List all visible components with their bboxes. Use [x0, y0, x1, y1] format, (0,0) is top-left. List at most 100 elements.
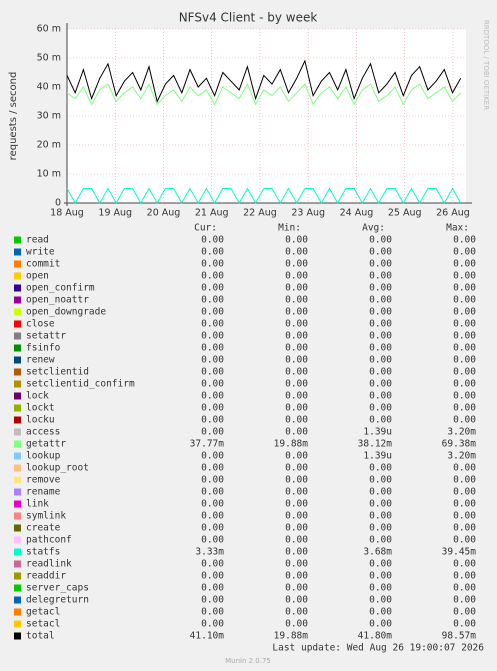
legend-value: 0.00: [369, 271, 392, 282]
legend-swatch: [14, 308, 21, 316]
legend-swatch: [14, 464, 21, 472]
legend-value: 0.00: [453, 415, 476, 426]
legend-value: 0.00: [201, 379, 224, 390]
legend-value: 3.68m: [363, 547, 392, 558]
legend-value: 0.00: [285, 619, 308, 630]
legend-value: 0.00: [285, 415, 308, 426]
legend-name: total: [26, 631, 55, 642]
legend-name: open_confirm: [26, 283, 95, 294]
legend-value: 0.00: [369, 595, 392, 606]
legend-name: lookup: [26, 451, 61, 462]
legend-swatch: [14, 368, 21, 376]
legend-name: commit: [26, 259, 60, 270]
x-tick-label: 23 Aug: [291, 208, 325, 219]
legend-swatch: [14, 236, 21, 244]
x-tick-label: 20 Aug: [147, 208, 181, 219]
legend-value: 0.00: [453, 403, 476, 414]
legend-name: statfs: [26, 547, 60, 558]
y-axis-label: requests / second: [8, 72, 19, 161]
legend-swatch: [14, 584, 21, 592]
legend-value: 0.00: [201, 355, 224, 366]
legend-swatch: [14, 572, 21, 580]
legend-value: 0.00: [453, 619, 476, 630]
legend-value: 0.00: [201, 499, 224, 510]
legend-swatch: [14, 524, 21, 532]
x-tick-label: 22 Aug: [243, 208, 277, 219]
legend-value: 0.00: [453, 499, 476, 510]
x-tick-label: 25 Aug: [388, 208, 422, 219]
legend-header: Avg:: [362, 223, 385, 234]
legend-value: 1.39u: [363, 451, 392, 462]
legend-name: close: [26, 319, 55, 330]
legend-value: 0.00: [201, 331, 224, 342]
legend-value: 0.00: [453, 487, 476, 498]
legend-name: lock: [26, 391, 49, 402]
legend-value: 0.00: [285, 523, 308, 534]
legend-value: 0.00: [201, 259, 224, 270]
legend-value: 0.00: [453, 559, 476, 570]
legend-name: fsinfo: [26, 343, 61, 354]
legend-value: 0.00: [285, 319, 308, 330]
legend-value: 69.38m: [442, 439, 477, 450]
legend-value: 0.00: [369, 571, 392, 582]
legend-swatch: [14, 452, 21, 460]
legend-value: 0.00: [285, 499, 308, 510]
legend-swatch: [14, 488, 21, 496]
y-tick-label: 10 m: [37, 169, 61, 180]
x-tick-label: 26 Aug: [436, 208, 470, 219]
legend-value: 0.00: [369, 475, 392, 486]
legend-swatch: [14, 392, 21, 400]
legend-value: 0.00: [285, 535, 308, 546]
legend-name: setacl: [26, 619, 60, 630]
legend-value: 0.00: [369, 463, 392, 474]
legend-value: 0.00: [285, 583, 308, 594]
legend-name: open_downgrade: [26, 307, 106, 318]
legend-value: 0.00: [369, 367, 392, 378]
series-line: [66, 187, 462, 205]
legend-value: 0.00: [285, 403, 308, 414]
legend-value: 0.00: [453, 571, 476, 582]
legend-value: 0.00: [285, 463, 308, 474]
y-tick-label: 50 m: [37, 53, 61, 64]
legend-value: 0.00: [453, 475, 476, 486]
legend-name: lookup_root: [26, 463, 89, 474]
legend-header: Min:: [278, 223, 301, 234]
chart-title: NFSv4 Client - by week: [179, 11, 318, 25]
legend-value: 0.00: [285, 355, 308, 366]
legend-value: 0.00: [201, 595, 224, 606]
legend-value: 0.00: [285, 235, 308, 246]
legend-value: 0.00: [369, 343, 392, 354]
legend-name: getacl: [26, 607, 60, 618]
legend-value: 0.00: [201, 391, 224, 402]
legend-name: read: [26, 235, 49, 246]
legend-value: 0.00: [285, 487, 308, 498]
legend-value: 0.00: [201, 319, 224, 330]
legend-value: 0.00: [453, 379, 476, 390]
legend-swatch: [14, 332, 21, 340]
y-tick-label: 40 m: [37, 82, 61, 93]
legend-value: 0.00: [453, 583, 476, 594]
legend-value: 0.00: [201, 523, 224, 534]
legend-value: 0.00: [285, 295, 308, 306]
y-tick-label: 0: [55, 198, 61, 209]
legend-swatch: [14, 356, 21, 364]
legend-value: 0.00: [369, 619, 392, 630]
legend-value: 3.33m: [195, 547, 224, 558]
legend-swatch: [14, 596, 21, 604]
legend-value: 0.00: [453, 391, 476, 402]
legend-swatch: [14, 296, 21, 304]
legend-name: server_caps: [26, 583, 89, 594]
legend-value: 0.00: [369, 307, 392, 318]
legend-swatch: [14, 440, 21, 448]
legend-value: 0.00: [201, 475, 224, 486]
legend-swatch: [14, 500, 21, 508]
legend-swatch: [14, 620, 21, 628]
x-tick-label: 21 Aug: [195, 208, 229, 219]
legend-value: 3.20m: [447, 451, 476, 462]
legend-value: 38.12m: [358, 439, 393, 450]
legend-value: 0.00: [369, 319, 392, 330]
legend-value: 0.00: [453, 331, 476, 342]
legend-swatch: [14, 248, 21, 256]
legend-value: 0.00: [201, 247, 224, 258]
legend-value: 0.00: [285, 571, 308, 582]
